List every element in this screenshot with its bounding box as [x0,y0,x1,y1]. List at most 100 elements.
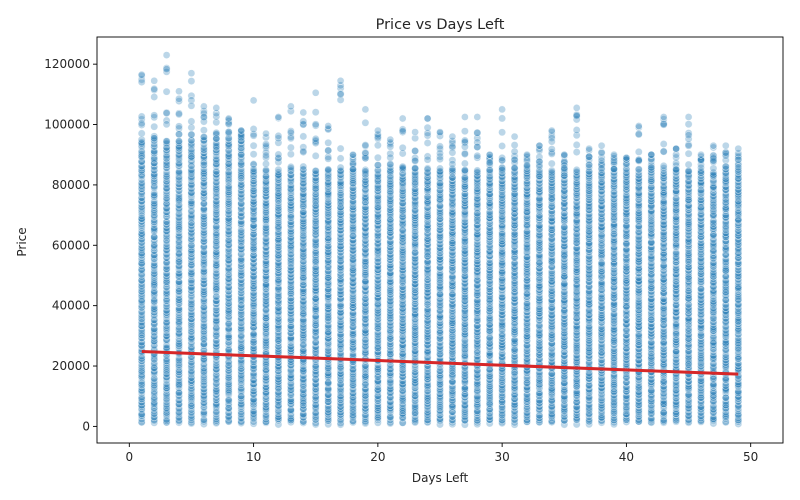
scatter-point-max [361,105,370,114]
scatter-point [137,164,146,173]
scatter-point [448,142,457,151]
scatter-point [249,165,258,173]
scatter-point-max [274,113,283,121]
scatter-point [150,93,159,101]
scatter-point [137,362,146,371]
scatter-point-max [249,96,258,105]
scatter-point [436,142,444,151]
scatter-point [162,109,171,118]
scatter-point-max [200,102,208,111]
scatter-point [150,111,159,120]
scatter-point [162,137,171,146]
scatter-point-max [461,113,469,121]
scatter-point [386,153,395,162]
scatter-point-max [448,132,457,141]
scatter-point [162,65,171,74]
scatter-point-max [287,102,295,111]
scatter-point [448,160,457,168]
scatter-point [274,132,283,140]
scatter-point [187,77,196,85]
scatter-point [137,331,146,339]
scatter-point [137,270,146,279]
scatter-point [137,262,146,270]
scatter-point [287,163,295,171]
scatter-point-max [398,114,407,123]
scatter-point [398,162,407,171]
scatter-point-max [423,114,432,123]
scatter-point [249,141,258,150]
scatter-point [162,87,171,96]
scatter-point [187,130,196,139]
scatter-point-max [299,108,308,117]
scatter-point-max [336,76,345,85]
scatter-point [461,136,469,145]
scatter-point-max [162,51,171,59]
scatter-point [150,85,159,93]
scatter-point [137,244,146,252]
scatter-point [461,159,469,168]
scatter-point [423,139,432,147]
scatter-point-max [150,76,159,85]
scatter-point [137,370,146,379]
scatter-point [249,131,258,140]
scatter-point [137,217,146,226]
scatter-point [287,150,295,159]
scatter-point [175,122,183,131]
scatter-point [150,122,159,131]
scatter-point [212,128,221,137]
scatter-point [374,141,382,150]
scatter-point [137,241,146,250]
scatter-point [187,117,196,126]
scatter-point-max [262,129,270,138]
scatter-point [200,126,208,135]
scatter-point [200,133,208,142]
scatter-point [324,138,333,147]
scatter-point [137,212,146,220]
scatter-point [374,153,382,162]
scatter-point [324,154,333,163]
scatter-point [274,165,283,174]
scatter-point [287,143,295,152]
scatter-point [137,209,146,218]
scatter-point [299,162,308,171]
scatter-point-max [237,126,246,135]
scatter-point [324,165,333,174]
scatter-point [137,276,146,285]
scatter-point [137,401,146,410]
scatter-point [137,366,146,375]
scatter-point [436,164,444,173]
scatter-point [398,143,407,152]
scatter-point [274,150,283,159]
scatter-point [423,165,432,174]
scatter-point [287,128,295,137]
scatter-point [361,118,370,127]
scatter-point [411,156,419,165]
scatter-point [299,117,308,126]
scatter-point [299,132,308,141]
scatter-point [336,144,345,153]
scatter-point [175,137,183,146]
scatter-point [137,162,146,170]
scatter-point-max [224,114,233,123]
scatter-point [336,90,345,99]
scatter-point [361,167,370,176]
scatter-point [137,119,146,128]
scatter-point [398,127,407,135]
scatter-point [137,287,146,296]
scatter-point-max [137,70,146,79]
scatter-point [175,94,183,103]
chart-title: Price vs Days Left [376,17,505,33]
scatter-point [386,142,395,151]
scatter-point-max [436,128,444,136]
scatter-point [324,146,333,155]
scatter-point [299,148,308,156]
scatter-point [137,368,146,377]
scatter-point [349,165,357,174]
scatter-point [311,152,320,160]
scatter-point [461,166,469,175]
scatter-point-max [349,150,357,159]
scatter-point [411,164,419,173]
scatter-point [137,166,146,175]
scatter-point [137,229,146,238]
scatter-point-max [324,122,333,130]
